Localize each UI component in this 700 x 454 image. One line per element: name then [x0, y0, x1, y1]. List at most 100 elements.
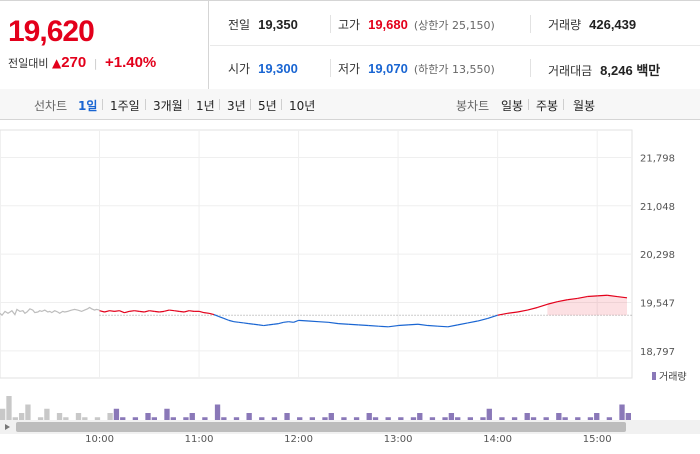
series-segment — [278, 321, 284, 325]
candle-chart-label: 봉차트 — [456, 99, 490, 113]
change-label: 전일대비 — [8, 57, 49, 70]
series-segment — [139, 310, 145, 313]
period-10y[interactable]: 10년 — [289, 99, 316, 113]
stat-volume: 거래량 426,439 — [548, 16, 636, 33]
stat-label: 거래량 — [548, 18, 582, 32]
series-segment — [253, 323, 259, 326]
x-tick-label: 10:00 — [85, 434, 114, 445]
scroll-left-icon — [5, 424, 10, 430]
volume-bar — [486, 408, 492, 430]
x-tick-label: 13:00 — [384, 434, 413, 445]
stat-low: 저가 19,070 (하한가 13,550) — [338, 60, 495, 77]
change-line: 전일대비 ▲270 | +1.40% — [8, 54, 156, 71]
divider — [563, 99, 564, 110]
series-segment — [587, 295, 598, 298]
period-1y[interactable]: 1년 — [196, 99, 215, 113]
change-amount: 270 — [61, 54, 87, 71]
series-segment — [208, 312, 215, 316]
candle-monthly[interactable]: 월봉 — [573, 99, 596, 113]
stat-open: 시가 19,300 — [228, 60, 298, 77]
period-5y[interactable]: 5년 — [258, 99, 277, 113]
series-segment — [129, 310, 135, 312]
series-segment — [537, 303, 548, 309]
divider — [250, 99, 251, 110]
series-segment — [308, 320, 319, 323]
stat-value: 19,070 — [368, 61, 408, 76]
divider — [219, 99, 220, 110]
stat-label: 거래대금 — [548, 64, 593, 78]
row-divider — [210, 45, 700, 46]
x-tick-label: 15:00 — [583, 434, 612, 445]
series-segment — [144, 310, 150, 313]
series-segment — [298, 319, 309, 322]
series-segment — [447, 324, 458, 328]
series-segment — [124, 310, 130, 314]
series-segment — [348, 323, 359, 326]
series-segment — [398, 324, 409, 327]
divider — [102, 99, 103, 110]
series-segment — [218, 315, 225, 320]
volume-bar — [113, 408, 120, 430]
series-segment — [318, 321, 329, 323]
stat-label: 저가 — [338, 62, 361, 76]
series-segment — [164, 309, 170, 312]
y-tick-label: 21,048 — [640, 202, 675, 213]
separator: | — [93, 57, 98, 70]
series-segment — [597, 294, 608, 297]
candle-daily[interactable]: 일봉 — [501, 99, 524, 113]
series-segment — [427, 324, 438, 327]
scrollbar-thumb[interactable] — [16, 422, 626, 432]
series-segment — [557, 299, 568, 303]
series-segment — [248, 323, 254, 325]
series-segment — [198, 310, 205, 314]
volume-bar — [619, 404, 625, 430]
series-segment — [119, 310, 125, 314]
series-segment — [368, 324, 379, 327]
volume-legend-swatch — [652, 372, 656, 380]
series-segment — [189, 310, 195, 312]
series-segment — [273, 323, 279, 325]
divider — [281, 99, 282, 110]
chart-svg: 21,798 21,048 20,298 19,547 18,797 거래량 10:00 11… — [0, 129, 700, 445]
period-3m[interactable]: 3개월 — [153, 99, 183, 113]
divider — [145, 99, 146, 110]
stat-label: 전일 — [228, 18, 251, 32]
series-segment — [477, 317, 488, 322]
x-tick-label: 14:00 — [483, 434, 512, 445]
series-segment — [228, 319, 235, 323]
series-segment — [378, 325, 389, 328]
series-segment — [159, 310, 165, 313]
series-segment — [183, 310, 190, 313]
volume-bar — [164, 408, 170, 430]
volume-bar — [44, 408, 50, 430]
volume-bar — [6, 396, 12, 430]
series-segment — [263, 324, 269, 327]
stat-label: 고가 — [338, 18, 361, 32]
stat-label: 시가 — [228, 62, 251, 76]
period-1d[interactable]: 1일 — [78, 99, 98, 113]
series-segment — [577, 295, 588, 300]
stat-sub: (상한가 25,150) — [413, 19, 495, 32]
series-segment — [547, 301, 558, 305]
candle-weekly[interactable]: 주봉 — [536, 99, 559, 113]
x-tick-label: 12:00 — [284, 434, 313, 445]
series-segment — [288, 321, 294, 323]
volume-bar — [25, 404, 31, 430]
series-segment — [388, 324, 399, 328]
series-segment — [268, 323, 274, 326]
stock-summary: 19,620 전일대비 ▲270 | +1.40% 전일 19,350 고가 19,… — [0, 0, 700, 90]
stat-value: 19,300 — [258, 61, 298, 76]
period-1w[interactable]: 1주일 — [110, 99, 140, 113]
stat-high: 고가 19,680 (상한가 25,150) — [338, 16, 495, 33]
current-price: 19,620 — [8, 15, 95, 48]
stat-value: 8,246 백만 — [600, 63, 661, 78]
y-tick-label: 21,798 — [640, 153, 675, 164]
series-segment — [338, 323, 349, 325]
series-segment — [243, 322, 249, 325]
series-segment — [213, 314, 220, 318]
up-triangle-icon: ▲ — [51, 56, 62, 70]
series-segment — [517, 309, 528, 313]
volume-bar — [214, 404, 221, 430]
period-3y[interactable]: 3년 — [227, 99, 246, 113]
y-tick-label: 19,547 — [640, 299, 675, 310]
